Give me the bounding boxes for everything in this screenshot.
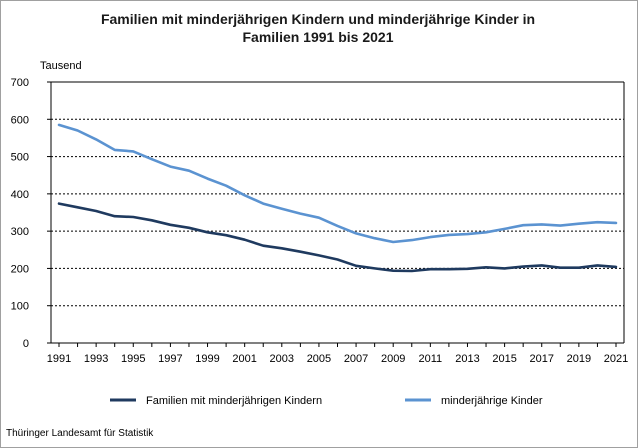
x-tick-label-2019: 2019: [567, 353, 591, 365]
legend-label-1: Familien mit minderjährigen Kindern: [146, 395, 322, 407]
series-line-2: [57, 123, 618, 244]
y-tick-label-300: 300: [11, 226, 29, 238]
series-lines: [57, 123, 618, 273]
x-tick-label-2001: 2001: [232, 353, 256, 365]
y-tick-labels: 0 100 200 300 400 500 600 700: [11, 77, 29, 350]
y-tick-label-400: 400: [11, 189, 29, 201]
x-tick-label-2015: 2015: [492, 353, 516, 365]
x-tick-label-1995: 1995: [121, 353, 145, 365]
y-tick-label-600: 600: [11, 114, 29, 126]
x-tick-label-2021: 2021: [604, 353, 628, 365]
x-tick-label-2003: 2003: [270, 353, 294, 365]
x-tick-label-2007: 2007: [344, 353, 368, 365]
y-tick-label-100: 100: [11, 301, 29, 313]
y-tick-label-500: 500: [11, 152, 29, 164]
series-line-1: [57, 202, 618, 273]
legend: Familien mit minderjährigen Kindern minde…: [110, 395, 543, 407]
source-note: Thüringer Landesamt für Statistik: [6, 428, 154, 439]
axes: [47, 81, 625, 347]
x-tick-label-1993: 1993: [84, 353, 108, 365]
y-tick-label-700: 700: [11, 77, 29, 89]
x-tick-label-2009: 2009: [381, 353, 405, 365]
x-tick-label-1997: 1997: [158, 353, 182, 365]
x-tick-label-2011: 2011: [419, 353, 443, 365]
y-tick-label-200: 200: [11, 263, 29, 275]
x-tick-label-1991: 1991: [47, 353, 71, 365]
y-tick-label-0: 0: [23, 338, 29, 350]
x-tick-label-2017: 2017: [529, 353, 553, 365]
y-unit-label: Tausend: [40, 60, 82, 72]
x-tick-labels: 1991 1993 1995 1997 1999 2001 2003 2005 2007 2009…: [47, 353, 628, 365]
x-tick-label-2005: 2005: [307, 353, 331, 365]
chart-title: Familien mit minderjährigen Kindern und …: [0, 10, 636, 46]
chart-title-line-1: Familien mit minderjährigen Kindern und …: [100, 11, 536, 27]
chart-title-line-2: Familien 1991 bis 2021: [242, 29, 394, 45]
x-tick-label-1999: 1999: [195, 353, 219, 365]
x-tick-label-2013: 2013: [455, 353, 479, 365]
legend-label-2: minderjährige Kinder: [441, 395, 543, 407]
gridlines: [51, 81, 624, 307]
